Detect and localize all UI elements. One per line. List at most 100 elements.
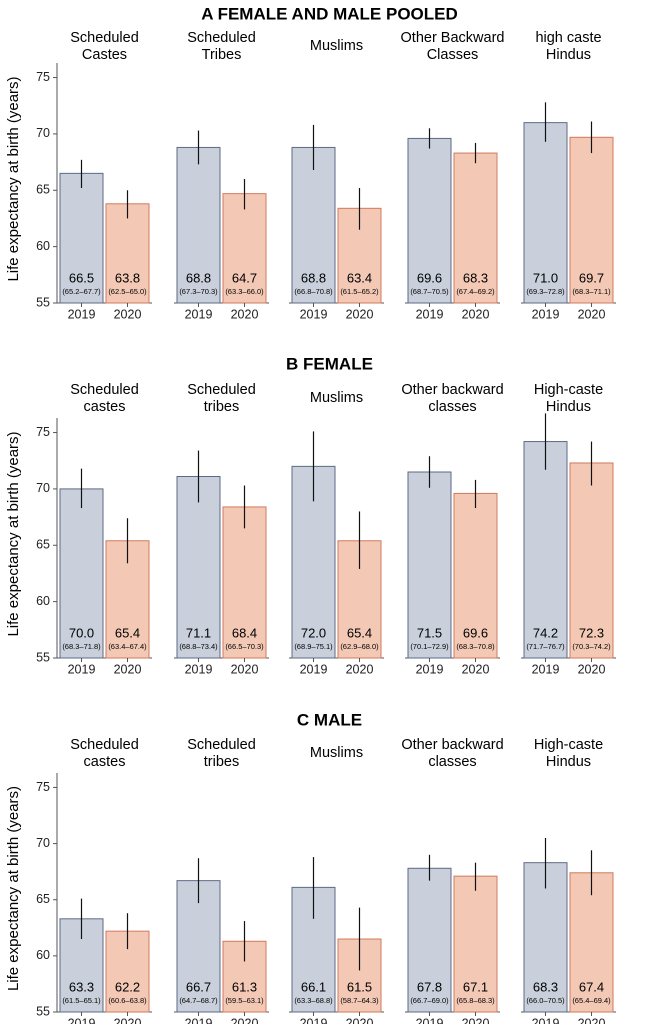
x-tick-label: 2020 <box>231 307 259 321</box>
ci-label: (65.4–69.4) <box>572 996 611 1005</box>
bar-2020 <box>222 506 267 659</box>
ci-label: (71.7–76.7) <box>526 642 565 651</box>
y-tick-label: 70 <box>36 481 50 495</box>
value-label: 72.3 <box>579 625 604 640</box>
ci-label: (67.3–70.3) <box>179 287 218 296</box>
x-tick-label: 2019 <box>68 307 96 321</box>
value-label: 64.7 <box>232 270 257 285</box>
y-tick-label: 55 <box>36 650 50 664</box>
x-tick-label: 2019 <box>416 662 444 676</box>
group-label: Hindus <box>546 47 591 63</box>
group-label: High-caste <box>534 737 603 753</box>
group-label: tribes <box>204 754 239 770</box>
group-label: Hindus <box>546 754 591 770</box>
bar-2019 <box>523 441 568 659</box>
group-label: classes <box>428 399 476 415</box>
bar-2020 <box>569 136 614 304</box>
value-label: 72.0 <box>301 625 326 640</box>
x-tick-label: 2019 <box>68 662 96 676</box>
panel-title: C MALE <box>297 710 362 729</box>
value-label: 69.6 <box>463 625 488 640</box>
x-tick-label: 2020 <box>578 307 606 321</box>
group-label: castes <box>84 399 126 415</box>
x-tick-label: 2019 <box>532 1016 560 1024</box>
value-label: 68.4 <box>232 625 257 640</box>
group-label: Scheduled <box>70 737 139 753</box>
value-label: 68.8 <box>301 270 326 285</box>
panel-title: A FEMALE AND MALE POOLED <box>201 4 458 23</box>
y-axis-label: Life expectancy at birth (years) <box>5 76 22 281</box>
value-label: 69.7 <box>579 270 604 285</box>
y-tick-label: 65 <box>36 183 50 197</box>
group-label: Other Backward <box>401 30 505 46</box>
value-label: 68.8 <box>186 270 211 285</box>
group-label: Scheduled <box>70 30 139 46</box>
group-label: Classes <box>427 47 479 63</box>
group-2: Muslims 66.1 (63.3–68.8) 2019 61.5 (58.7–64.3… <box>289 745 384 1024</box>
ci-label: (66.5–70.3) <box>225 642 264 651</box>
value-label: 61.3 <box>232 979 257 994</box>
y-tick-label: 70 <box>36 126 50 140</box>
ci-label: (67.4–69.2) <box>456 287 495 296</box>
ci-label: (68.3–71.1) <box>572 287 611 296</box>
value-label: 70.0 <box>69 625 94 640</box>
value-label: 71.1 <box>186 625 211 640</box>
value-label: 67.1 <box>463 979 488 994</box>
group-label: High-caste <box>534 382 603 398</box>
x-tick-label: 2020 <box>114 662 142 676</box>
x-tick-label: 2019 <box>300 1016 328 1024</box>
value-label: 74.2 <box>533 625 558 640</box>
ci-label: (66.0–70.5) <box>526 996 565 1005</box>
x-tick-label: 2020 <box>346 662 374 676</box>
x-tick-label: 2020 <box>114 307 142 321</box>
y-tick-label: 65 <box>36 892 50 906</box>
ci-label: (60.6–63.8) <box>108 996 147 1005</box>
ci-label: (70.3–74.2) <box>572 642 611 651</box>
value-label: 69.6 <box>417 270 442 285</box>
x-tick-label: 2020 <box>578 662 606 676</box>
y-tick-label: 60 <box>36 594 50 608</box>
ci-label: (64.7–68.7) <box>179 996 218 1005</box>
x-tick-label: 2019 <box>300 662 328 676</box>
x-tick-label: 2020 <box>462 307 490 321</box>
bar-2019 <box>59 488 104 659</box>
bar-2019 <box>407 867 452 1013</box>
group-label: classes <box>428 754 476 770</box>
y-tick-label: 70 <box>36 836 50 850</box>
ci-label: (61.5–65.1) <box>62 996 101 1005</box>
group-label: Muslims <box>310 745 363 761</box>
ci-label: (68.8–73.4) <box>179 642 218 651</box>
group-label: Castes <box>82 47 127 63</box>
x-tick-label: 2019 <box>416 307 444 321</box>
x-tick-label: 2019 <box>185 307 213 321</box>
bar-2019 <box>407 471 452 659</box>
x-tick-label: 2019 <box>416 1016 444 1024</box>
bar-2020 <box>222 193 267 304</box>
ci-label: (62.9–68.0) <box>340 642 379 651</box>
bar-2020 <box>453 152 498 304</box>
panel-c: C MALE Life expectancy at birth (years) 55… <box>5 710 616 1024</box>
ci-label: (63.3–66.0) <box>225 287 264 296</box>
y-tick-label: 60 <box>36 948 50 962</box>
value-label: 66.1 <box>301 979 326 994</box>
value-label: 61.5 <box>347 979 372 994</box>
y-tick-label: 75 <box>36 425 50 439</box>
group-2: Muslims 72.0 (68.9–75.1) 2019 65.4 (62.9–68.0… <box>289 390 384 676</box>
group-label: Scheduled <box>187 30 256 46</box>
y-axis-label: Life expectancy at birth (years) <box>5 431 22 636</box>
group-label: Muslims <box>310 38 363 54</box>
panel-a: A FEMALE AND MALE POOLED Life expectancy … <box>5 4 616 321</box>
ci-label: (58.7–64.3) <box>340 996 379 1005</box>
y-tick-label: 60 <box>36 239 50 253</box>
group-label: Scheduled <box>70 382 139 398</box>
panel-b: B FEMALE Life expectancy at birth (years)… <box>5 354 616 676</box>
x-tick-label: 2020 <box>114 1016 142 1024</box>
